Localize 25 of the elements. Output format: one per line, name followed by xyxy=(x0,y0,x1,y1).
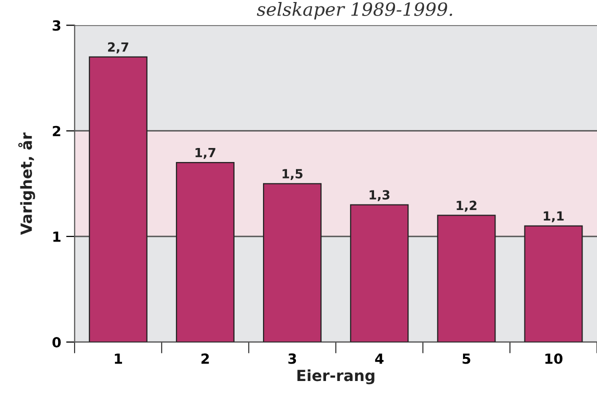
data-label: 1,3 xyxy=(370,190,390,202)
x-tick-label: 4 xyxy=(375,354,384,364)
bar xyxy=(437,214,496,342)
bar xyxy=(350,204,409,342)
data-label: 1,1 xyxy=(544,211,564,222)
data-label: 1,5 xyxy=(282,169,302,180)
x-axis-title: Eier-rang xyxy=(297,369,374,384)
data-label: 1,7 xyxy=(196,148,216,159)
data-label: 2,7 xyxy=(108,42,128,54)
data-label: 1,2 xyxy=(456,200,476,212)
bar xyxy=(176,162,235,342)
bar xyxy=(262,183,322,342)
x-tick-label: 10 xyxy=(545,353,562,364)
x-tick-label: 3 xyxy=(288,353,296,364)
chart-title: selskaper 1989-1999. xyxy=(256,2,452,20)
x-tick-label: 5 xyxy=(462,354,470,364)
x-tick-label: 1 xyxy=(114,354,122,364)
y-tick-label: 0 xyxy=(52,337,61,348)
y-tick-label: 2 xyxy=(52,126,60,136)
y-tick-label: 3 xyxy=(52,20,60,31)
bar xyxy=(524,225,583,342)
bar xyxy=(88,56,148,342)
y-tick-label: 1 xyxy=(53,232,60,242)
y-axis-title: Varighet, år xyxy=(18,132,36,235)
x-tick-label: 2 xyxy=(201,353,209,364)
